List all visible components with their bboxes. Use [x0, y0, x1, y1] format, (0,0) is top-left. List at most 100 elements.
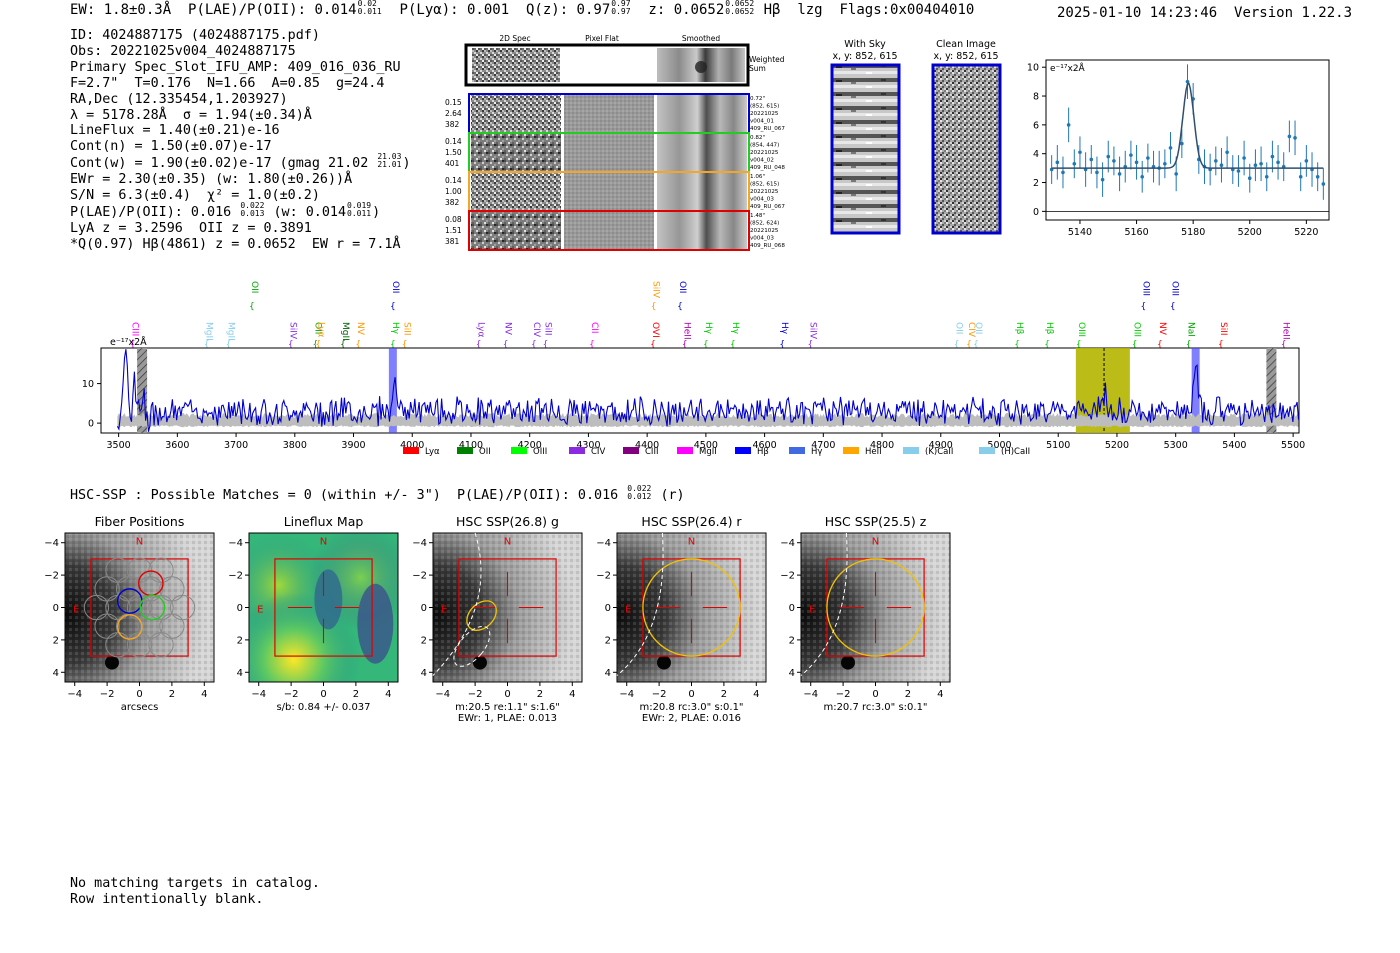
legend-label: Hγ [811, 447, 822, 457]
spectrum-xtick-label: 4700 [811, 440, 835, 451]
hsc-plae-lo: 0.012 [627, 492, 652, 501]
hsc-ytick-label: 0 [605, 603, 611, 614]
spectrum-line-label: Hγ [779, 322, 789, 335]
zoom-point [1072, 161, 1077, 166]
spectrum-line-brace: { [730, 340, 736, 350]
hsc-ytick-label: −4 [45, 538, 59, 549]
hsc-panel: Lineflux Map N E −4 4 −2 2 0 0 2 −2 4 −4 s/b: 0.84 +/… [228, 514, 399, 713]
hsc-star [840, 655, 855, 670]
spectrum-line-brace: { [476, 340, 482, 350]
spectrum-top-line-label: OIII [1140, 281, 1150, 296]
contn-line: Cont(n) = 1.50(±0.07)e-17 [70, 139, 272, 155]
hsc-ytick-label: 4 [605, 668, 611, 679]
hsc-xtick-label: −4 [619, 689, 634, 700]
gmag-lo: 21.01 [377, 160, 402, 170]
hsc-image-noise [617, 533, 766, 682]
spectrum-line-label: SiIV [288, 322, 298, 340]
plae-w-end: ) [372, 204, 381, 220]
legend-item: Hγ [789, 447, 822, 457]
spec2d-row-meta: 20221025 [750, 150, 779, 156]
spectrum-top-line-label: OII [390, 281, 400, 293]
hsc-xtick-label: −2 [652, 689, 667, 700]
q-lo: 0.97 [611, 7, 631, 16]
legend-swatch [903, 447, 919, 454]
spec2d-row-value: 401 [445, 159, 460, 168]
spectrum-xtick-label: 3600 [165, 440, 189, 451]
east-label: E [625, 604, 631, 615]
q-value: Q(z): 0.97 [525, 2, 611, 18]
legend-item: CIV [569, 447, 605, 457]
legend-swatch [843, 447, 859, 454]
plae-w-hi: 0.019 [347, 200, 372, 210]
hsc-xtick-label: −2 [836, 689, 851, 700]
spectrum-line-label: NV [1157, 322, 1167, 336]
hsc-ytick-label: −2 [780, 571, 795, 582]
hsc-xtick-label: −2 [100, 689, 115, 700]
spectrum-line-label: Lyα [315, 322, 325, 338]
spectrum-xtick-label: 4600 [753, 440, 777, 451]
spectrum-line-brace: { [130, 340, 136, 350]
zoom-ytick-label: 4 [1033, 149, 1039, 160]
spec2d-row-meta: 409_RU_068 [750, 243, 785, 249]
zoom-point [1247, 176, 1252, 180]
spectrum-top-line-brace: { [1141, 302, 1147, 312]
spec2d-row-value: 0.15 [445, 98, 462, 107]
hsc-xtick-label: 0 [320, 689, 326, 700]
spec2d-row-value: 382 [445, 120, 460, 129]
hsc-ytick-label: 0 [237, 603, 243, 614]
hsc-band: (r) [660, 488, 685, 503]
spectrum-top-line-label: OIII [1170, 281, 1180, 296]
zoom-ytick-label: 6 [1033, 120, 1039, 131]
hsc-ytick-label: −4 [412, 538, 427, 549]
spectrum-ytick-label: 0 [88, 419, 94, 430]
spectrum-line-label: OII [312, 322, 322, 334]
fiber-circle [148, 632, 174, 658]
spec2d-flat [564, 173, 654, 210]
hsc-star [656, 655, 671, 670]
footer-line-2: Row intentionally blank. [70, 891, 264, 907]
zoom-ytick-label: 10 [1027, 63, 1039, 74]
zoom-point [1106, 154, 1111, 159]
legend-swatch [569, 447, 585, 454]
hsc-3arcsec-box [274, 558, 373, 657]
hsc-panel-footer: arcsecs [121, 702, 159, 713]
spectrum-line-brace: { [503, 340, 509, 350]
north-label: N [136, 536, 143, 547]
hsc-panel-footer: m:20.5 re:1.1" s:1.6" [455, 702, 560, 713]
legend-swatch [979, 447, 995, 454]
legend-swatch [623, 447, 639, 454]
spectrum-line [116, 349, 1300, 432]
lzg-label: lzg [797, 2, 823, 18]
spectrum-line-label: Hγ [390, 322, 400, 335]
zoom-point [1168, 146, 1173, 150]
spec2d-row-meta: 20221025 [750, 228, 779, 234]
contw-end: ) [402, 156, 411, 172]
spectrum-line-label: CIII [130, 322, 140, 336]
spec2d-row: 0.14 1.50 401 0.82" (854, 447)20221025 v004_0… [445, 132, 785, 173]
spec2d-row-value: 1.50 [445, 148, 462, 157]
hsc-xtick-label: 4 [201, 689, 207, 700]
spectrum-line-brace: { [703, 340, 709, 350]
hsc-xtick-label: −2 [284, 689, 299, 700]
zoom-point [1304, 159, 1309, 163]
hsc-ytick-label: −2 [228, 571, 243, 582]
spectrum-line-label: NV [503, 322, 513, 336]
spectrum-top-line-brace: { [651, 302, 657, 312]
detection-info: ID: 4024887175 (4024887175.pdf) Obs: 202… [70, 28, 411, 253]
spectrum-line-brace: { [312, 340, 318, 350]
q-hi: 0.97 [611, 0, 631, 8]
spectrum-line-brace: { [1186, 340, 1192, 350]
spectrum-line-label: CIV [531, 322, 541, 338]
spectrum-xtick-label: 4400 [635, 440, 659, 451]
plya-value: P(Lyα): 0.001 [399, 2, 510, 18]
spec2d-row-value: 382 [445, 198, 460, 207]
zoom-point [1214, 159, 1218, 163]
spec2d-smoothed [657, 134, 747, 171]
spectrum-masked-band [1266, 348, 1277, 433]
hsc-dashed-contour [800, 532, 848, 676]
spec2d-smoothed [657, 212, 747, 249]
spectrum-line-brace: { [1076, 340, 1082, 350]
spec2d-row-value: 0.14 [445, 137, 462, 146]
zoom-point [1236, 169, 1241, 173]
plae-line: P(LAE)/P(OII): 0.016 0.022 0.013 (w: 0.01… [70, 200, 411, 221]
